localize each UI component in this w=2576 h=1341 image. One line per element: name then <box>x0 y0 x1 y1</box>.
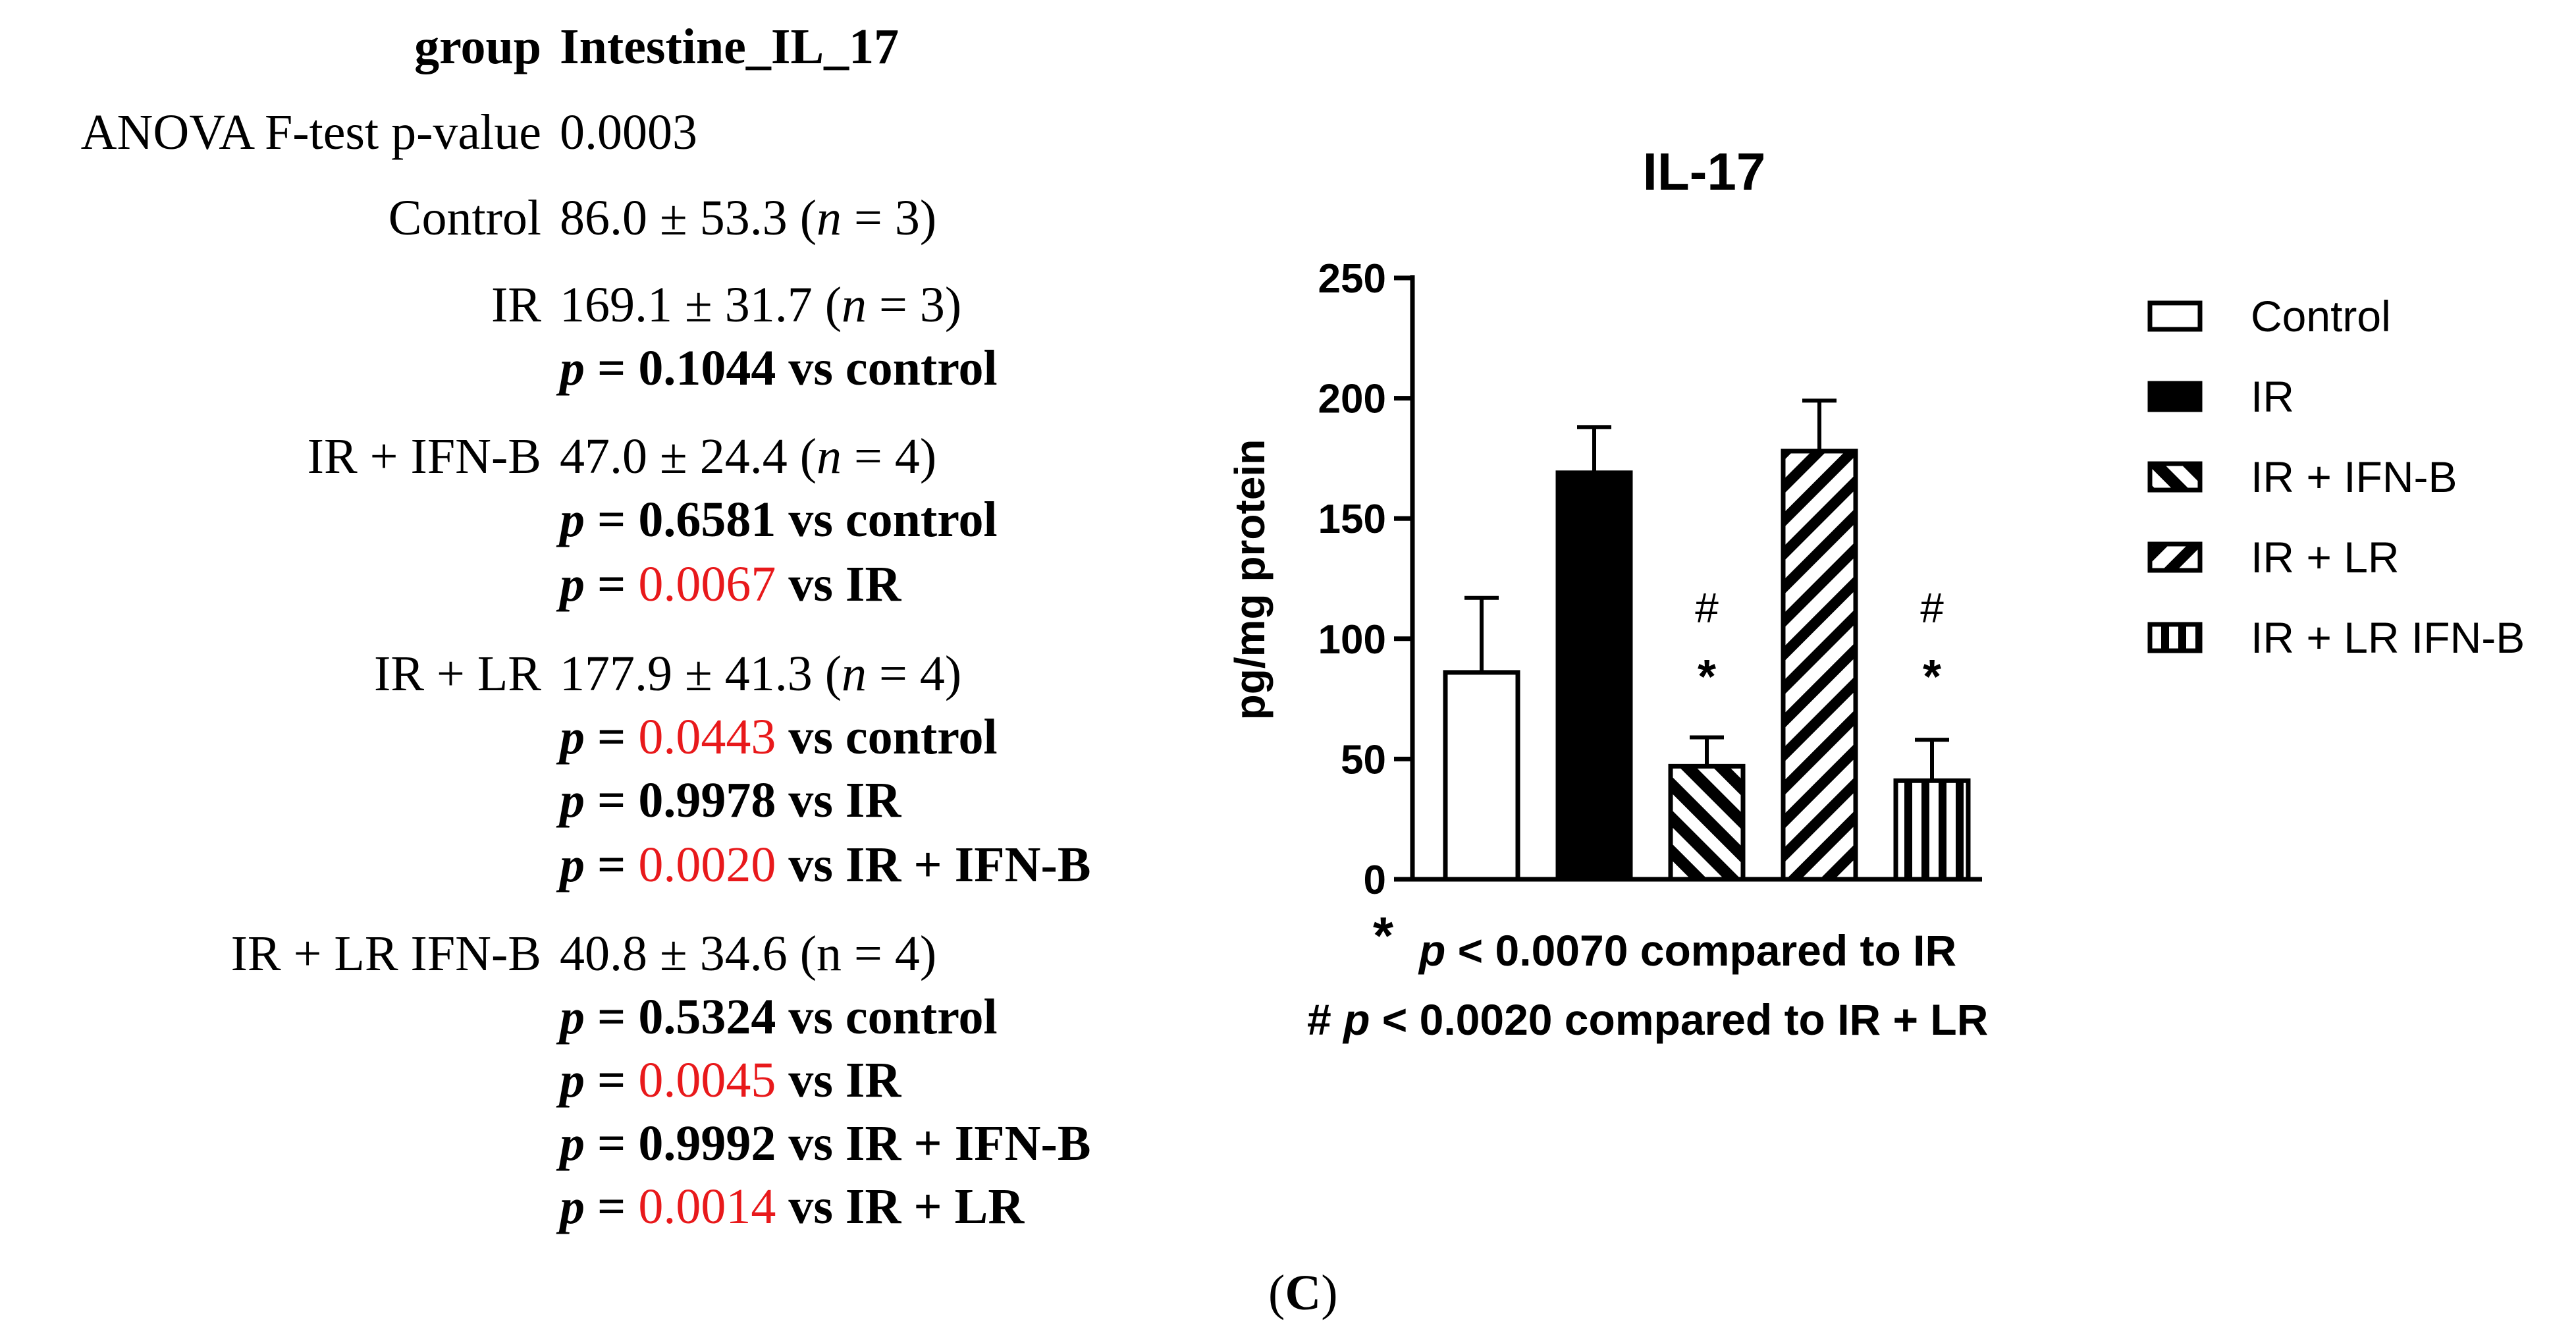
bar <box>1893 778 1971 882</box>
anova-label: ANOVA F-test p-value <box>80 105 541 160</box>
comparison-row: p = 0.0443 vs control <box>0 709 1185 775</box>
stats-header-row: group Intestine_IL_17 <box>0 18 1185 84</box>
header-label: group <box>414 19 541 74</box>
group-row: Control 86.0 ± 53.3 (n = 3) <box>0 190 1185 256</box>
anova-value: 0.0003 <box>560 105 697 160</box>
chart-bars: # * # * <box>1443 398 1971 882</box>
significance-hash: # <box>1920 584 1944 632</box>
y-tick-label: 50 <box>1341 737 1386 782</box>
p-value-comparison: p = 0.1044 vs control <box>560 341 998 396</box>
y-tick-label: 0 <box>1364 858 1386 896</box>
anova-row: ANOVA F-test p-value 0.0003 <box>0 104 1185 170</box>
group-label: IR + IFN-B <box>307 429 541 484</box>
comparison-row: p = 0.9992 vs IR + IFN-B <box>0 1115 1185 1181</box>
header-value: Intestine_IL_17 <box>560 19 899 74</box>
comparison-row: p = 0.0045 vs IR <box>0 1052 1185 1118</box>
legend-label: Control <box>2251 292 2391 341</box>
footnote-ir: * p < 0.0070 compared to IR <box>1373 906 1957 975</box>
significance-hash: # <box>1695 584 1719 632</box>
footnote-hash-symbol: # <box>1307 995 1331 1044</box>
legend-swatch <box>2147 461 2203 493</box>
bar <box>1668 763 1746 882</box>
footnote-ir-lr: # p < 0.0020 compared to IR + LR <box>1307 995 1988 1045</box>
panel-paren-open: ( <box>1268 1265 1285 1321</box>
chart-legend: Control IR IR + IFN-B IR + LR IR + LR IFN-B <box>2147 292 2525 662</box>
footnote-p: p <box>1419 926 1446 975</box>
significance-star: * <box>1923 651 1941 703</box>
p-value-comparison: p = 0.5324 vs control <box>560 989 998 1045</box>
p-value-comparison: p = 0.9978 vs IR <box>560 773 901 828</box>
footnote-p: p <box>1343 995 1370 1044</box>
group-label: Control <box>388 190 541 246</box>
legend-label: IR + IFN-B <box>2251 452 2457 501</box>
p-value-comparison: p = 0.0067 vs IR <box>560 557 901 612</box>
bar <box>1443 670 1520 882</box>
p-value-comparison: p = 0.6581 vs control <box>560 492 998 547</box>
legend-swatch <box>2147 541 2203 573</box>
group-label: IR + LR IFN-B <box>230 926 541 981</box>
p-value-comparison: p = 0.0020 vs IR + IFN-B <box>560 837 1091 892</box>
group-mean-sd: 169.1 ± 31.7 (n = 3) <box>560 277 962 333</box>
legend-swatch <box>2147 381 2203 412</box>
il17-bar-chart: IL-17 pg/mg protein 0 50 100 150 200 250 # * # *… <box>1226 142 2525 896</box>
y-tick-label: 100 <box>1318 617 1386 663</box>
comparison-row: p = 0.9978 vs IR <box>0 772 1185 838</box>
comparison-row: p = 0.0020 vs IR + IFN-B <box>0 836 1185 902</box>
panel-paren-close: ) <box>1321 1265 1338 1321</box>
comparison-row: p = 0.1044 vs control <box>0 340 1185 406</box>
group-label: IR + LR <box>374 646 541 701</box>
panel-label: (C) <box>1268 1265 1338 1322</box>
comparison-row: p = 0.6581 vs control <box>0 491 1185 557</box>
group-mean-sd: 86.0 ± 53.3 (n = 3) <box>560 190 937 246</box>
stats-table: group Intestine_IL_17 ANOVA F-test p-val… <box>0 0 1185 1251</box>
footnote-text: < 0.0070 compared to IR <box>1445 926 1957 975</box>
legend-label: IR + LR IFN-B <box>2251 613 2525 662</box>
p-value-comparison: p = 0.0045 vs IR <box>560 1053 901 1108</box>
comparison-row: p = 0.5324 vs control <box>0 989 1185 1054</box>
y-axis-label: pg/mg protein <box>1226 439 1274 721</box>
comparison-row: p = 0.0067 vs IR <box>0 556 1185 622</box>
p-value-comparison: p = 0.9992 vs IR + IFN-B <box>560 1116 1091 1171</box>
group-mean-sd: 47.0 ± 24.4 (n = 4) <box>560 429 937 484</box>
y-tick-label: 250 <box>1318 256 1386 302</box>
p-value-comparison: p = 0.0443 vs control <box>560 709 998 765</box>
y-tick-label: 200 <box>1318 377 1386 422</box>
footnote-star-symbol: * <box>1373 906 1394 965</box>
y-tick-label: 150 <box>1318 497 1386 542</box>
comparison-row: p = 0.0014 vs IR + LR <box>0 1178 1185 1244</box>
legend-swatch <box>2147 300 2203 332</box>
p-value-comparison: p = 0.0014 vs IR + LR <box>560 1179 1025 1234</box>
group-label: IR <box>491 277 541 333</box>
group-row: IR + LR IFN-B 40.8 ± 34.6 (n = 4) <box>0 925 1185 991</box>
group-row: IR + LR 177.9 ± 41.3 (n = 4) <box>0 645 1185 711</box>
chart-title: IL-17 <box>1643 142 1766 201</box>
bar <box>1781 449 1858 882</box>
footnote-text: < 0.0020 compared to IR + LR <box>1370 995 1989 1044</box>
bar <box>1555 470 1633 882</box>
group-mean-sd: 40.8 ± 34.6 (n = 4) <box>560 926 937 981</box>
chart-axes: 0 50 100 150 200 250 <box>1318 256 1982 896</box>
group-mean-sd: 177.9 ± 41.3 (n = 4) <box>560 646 962 701</box>
panel-letter: C <box>1285 1265 1322 1321</box>
significance-star: * <box>1698 651 1716 703</box>
group-row: IR + IFN-B 47.0 ± 24.4 (n = 4) <box>0 428 1185 494</box>
legend-swatch <box>2147 622 2203 653</box>
group-row: IR 169.1 ± 31.7 (n = 3) <box>0 277 1185 342</box>
legend-label: IR <box>2251 372 2294 421</box>
legend-label: IR + LR <box>2251 533 2400 582</box>
